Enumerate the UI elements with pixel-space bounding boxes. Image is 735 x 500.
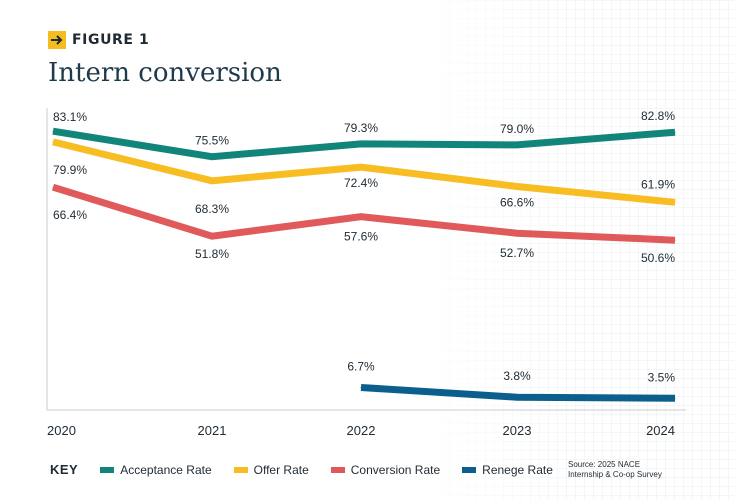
legend: KEY Acceptance Rate Offer Rate Conversio…: [50, 462, 575, 477]
data-point-acceptance-rate: [52, 130, 54, 132]
legend-item-renege-rate: Renege Rate: [462, 463, 553, 477]
background-grid-pattern: [395, 0, 735, 500]
data-label-conversion-rate: 66.4%: [53, 208, 87, 222]
legend-swatch: [100, 466, 115, 473]
data-point-renege-rate: [360, 387, 362, 389]
legend-swatch: [233, 466, 248, 473]
data-label-renege-rate: 3.5%: [648, 370, 676, 384]
data-label-acceptance-rate: 83.1%: [53, 110, 87, 124]
series-line-renege-rate: [360, 384, 676, 402]
data-point-acceptance-rate: [674, 131, 676, 133]
data-point-acceptance-rate: [211, 156, 213, 158]
legend-item-label: Acceptance Rate: [120, 462, 212, 477]
data-label-conversion-rate: 51.8%: [195, 247, 229, 261]
data-label-renege-rate: 3.8%: [503, 369, 531, 383]
data-point-conversion-rate: [360, 216, 362, 218]
legend-item-offer-rate: Offer Rate: [233, 462, 309, 477]
source-note: Source: 2025 NACE Internship & Co-op Sur…: [568, 460, 662, 480]
legend-key-label: KEY: [50, 462, 79, 477]
data-label-conversion-rate: 57.6%: [344, 230, 378, 244]
chart-title: Intern conversion: [48, 58, 282, 88]
data-label-renege-rate: 6.7%: [347, 360, 375, 374]
legend-item-acceptance-rate: Acceptance Rate: [100, 462, 212, 477]
source-line-1: Source: 2025 NACE: [568, 460, 641, 469]
data-point-offer-rate: [516, 186, 518, 188]
data-point-offer-rate: [674, 201, 676, 203]
legend-item-label: Offer Rate: [253, 462, 309, 477]
data-label-offer-rate: 79.9%: [53, 163, 87, 177]
data-point-conversion-rate: [52, 186, 54, 188]
series-line-offer-rate: [52, 138, 676, 206]
legend-swatch: [330, 466, 345, 473]
data-label-offer-rate: 72.4%: [344, 176, 378, 190]
legend-swatch: [462, 466, 477, 473]
data-label-acceptance-rate: 79.3%: [344, 121, 378, 135]
figure-label-text: FIGURE 1: [72, 32, 150, 48]
data-label-acceptance-rate: 75.5%: [195, 134, 229, 148]
x-tick-label: 2023: [503, 423, 532, 438]
data-label-acceptance-rate: 79.0%: [500, 122, 534, 136]
data-point-conversion-rate: [211, 235, 213, 237]
data-label-offer-rate: 66.6%: [500, 196, 534, 210]
data-point-acceptance-rate: [516, 144, 518, 146]
data-point-offer-rate: [52, 141, 54, 143]
arrow-right-icon: [48, 31, 66, 49]
legend-item-label: Renege Rate: [482, 462, 553, 477]
data-label-offer-rate: 61.9%: [641, 177, 675, 191]
figure-label: FIGURE 1: [48, 31, 149, 49]
data-label-conversion-rate: 50.6%: [641, 251, 675, 265]
data-point-conversion-rate: [516, 232, 518, 234]
data-point-renege-rate: [674, 397, 676, 399]
source-line-2: Internship & Co-op Survey: [568, 470, 662, 479]
series-line-acceptance-rate: [52, 127, 676, 161]
data-point-offer-rate: [211, 180, 213, 182]
x-tick-label: 2022: [347, 423, 376, 438]
data-label-acceptance-rate: 82.8%: [641, 109, 675, 123]
legend-item-label: Conversion Rate: [350, 462, 441, 477]
data-point-renege-rate: [516, 396, 518, 398]
legend-item-conversion-rate: Conversion Rate: [330, 462, 441, 477]
x-tick-label: 2021: [198, 423, 227, 438]
data-point-conversion-rate: [674, 239, 676, 241]
x-tick-label: 2024: [646, 423, 675, 438]
x-tick-label: 2020: [47, 423, 76, 438]
data-point-acceptance-rate: [360, 143, 362, 145]
data-point-offer-rate: [360, 166, 362, 168]
data-label-offer-rate: 68.3%: [195, 202, 229, 216]
data-label-conversion-rate: 52.7%: [500, 246, 534, 260]
